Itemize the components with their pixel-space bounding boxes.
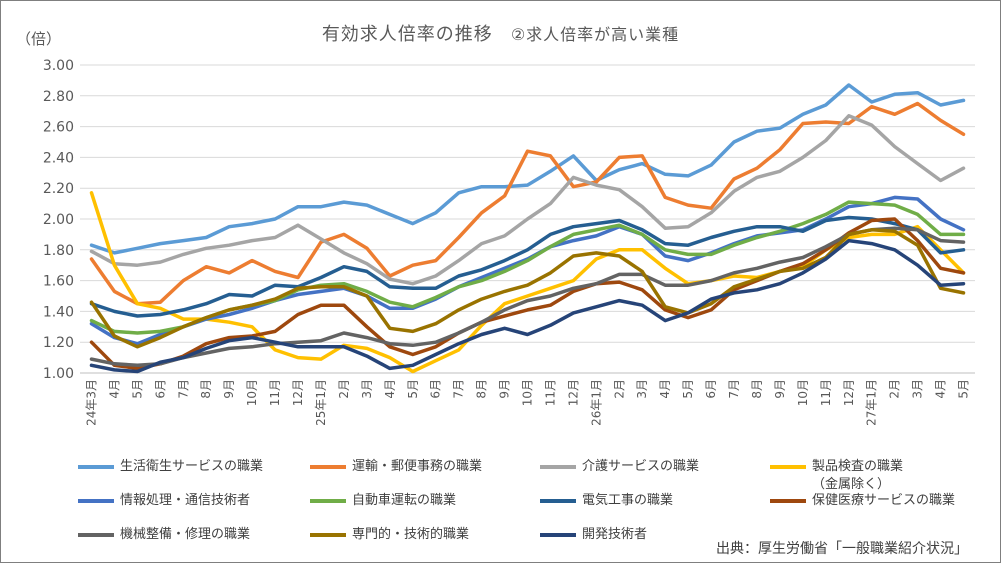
- x-tick-label: 2月: [612, 379, 626, 399]
- x-tick-label: 8月: [750, 379, 764, 399]
- x-tick-label: 10月: [521, 379, 535, 406]
- x-tick-label: 7月: [176, 379, 190, 399]
- x-tick-label: 8月: [475, 379, 489, 399]
- y-tick-label: 2.20: [43, 181, 74, 197]
- source-note: 出典：厚生労働省「一般職業紹介状況」: [716, 541, 968, 557]
- x-tick-label: 12月: [842, 379, 856, 406]
- x-tick-label: 4月: [658, 379, 672, 399]
- chart-subtitle: ②求人倍率が高い業種: [510, 25, 680, 44]
- x-tick-label: 11月: [268, 379, 282, 406]
- y-tick-label: 3.00: [43, 58, 74, 74]
- x-tick-label: 6月: [429, 379, 443, 399]
- x-tick-label: 3月: [635, 379, 649, 399]
- series-line-3: [89, 114, 966, 286]
- y-tick-label: 2.80: [43, 89, 74, 105]
- x-tick-label: 11月: [819, 379, 833, 406]
- y-tick-label: 2.00: [43, 212, 74, 228]
- x-tick-label: 12月: [291, 379, 305, 406]
- series-line-7: [89, 215, 966, 318]
- x-tick-label: 5月: [681, 379, 695, 399]
- x-tick-label: 8月: [199, 379, 213, 399]
- x-tick-label: 4月: [934, 379, 948, 399]
- series-line-2: [89, 101, 966, 306]
- x-tick-label: 3月: [911, 379, 925, 399]
- x-tick-label: 10月: [796, 379, 810, 406]
- x-tick-label: 10月: [245, 379, 259, 406]
- x-tick-label: 7月: [727, 379, 741, 399]
- x-tick-label: 7月: [452, 379, 466, 399]
- x-tick-label: 5月: [130, 379, 144, 399]
- x-tick-label: 9月: [222, 379, 236, 399]
- x-tick-label: 9月: [498, 379, 512, 399]
- x-tick-label: 2月: [888, 379, 902, 399]
- chart-title: 有効求人倍率の推移 ②求人倍率が高い業種: [0, 20, 1001, 46]
- x-tick-label: 26年1月: [589, 379, 603, 426]
- series-line-1: [89, 83, 966, 255]
- x-tick-label: 6月: [153, 379, 167, 399]
- series-line-8: [89, 217, 966, 371]
- x-tick-label: 11月: [543, 379, 557, 406]
- y-axis-unit-label: （倍）: [16, 30, 62, 48]
- y-tick-label: 1.40: [43, 304, 74, 320]
- chart-title-main: 有効求人倍率の推移: [321, 24, 493, 45]
- x-tick-label: 2月: [337, 379, 351, 399]
- y-tick-label: 2.40: [43, 150, 74, 166]
- y-tick-label: 1.20: [43, 335, 74, 351]
- y-tick-label: 1.00: [43, 366, 74, 382]
- x-tick-label: 5月: [406, 379, 420, 399]
- x-tick-label: 12月: [566, 379, 580, 406]
- x-tick-label: 3月: [360, 379, 374, 399]
- y-tick-label: 1.60: [43, 274, 74, 290]
- x-tick-label: 9月: [773, 379, 787, 399]
- x-tick-label: 4月: [383, 379, 397, 399]
- y-tick-label: 1.80: [43, 243, 74, 259]
- series-line-9: [89, 226, 966, 368]
- x-tick-label: 25年1月: [314, 379, 328, 426]
- x-tick-label: 4月: [107, 379, 121, 399]
- x-tick-label: 6月: [704, 379, 718, 399]
- series-line-10: [89, 228, 966, 349]
- y-tick-label: 2.60: [43, 120, 74, 136]
- x-tick-label: 24年3月: [84, 379, 98, 426]
- x-tick-label: 5月: [957, 379, 971, 399]
- series-line-11: [89, 238, 966, 374]
- x-tick-label: 27年1月: [865, 379, 879, 426]
